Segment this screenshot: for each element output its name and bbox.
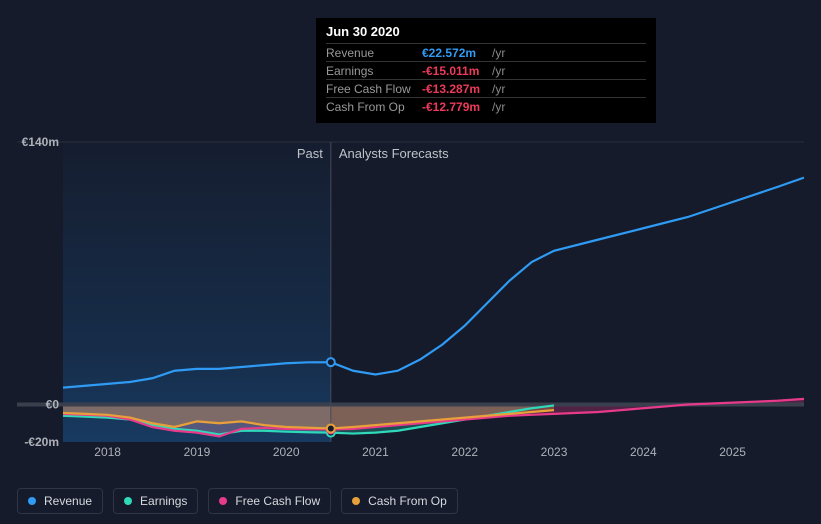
- tooltip-metric-label: Revenue: [326, 46, 422, 60]
- tooltip-unit: /yr: [492, 100, 505, 114]
- tooltip-unit: /yr: [492, 46, 505, 60]
- legend-dot: [28, 497, 36, 505]
- x-axis-tick: 2020: [273, 445, 300, 459]
- legend-item[interactable]: Revenue: [17, 488, 103, 514]
- y-axis-tick: €140m: [22, 135, 59, 149]
- tooltip-metric-label: Free Cash Flow: [326, 82, 422, 96]
- x-axis-tick: 2022: [451, 445, 478, 459]
- legend-dot: [352, 497, 360, 505]
- x-axis-tick: 2023: [541, 445, 568, 459]
- x-axis-tick: 2025: [719, 445, 746, 459]
- y-axis-tick: -€20m: [24, 435, 59, 449]
- legend-label: Cash From Op: [368, 494, 447, 508]
- forecast-label: Analysts Forecasts: [339, 146, 449, 161]
- tooltip-metric-value: €22.572m: [422, 46, 490, 60]
- legend-item[interactable]: Earnings: [113, 488, 198, 514]
- past-region: [63, 142, 331, 442]
- x-axis-tick: 2024: [630, 445, 657, 459]
- chart-legend: Revenue Earnings Free Cash Flow Cash From O…: [17, 488, 458, 514]
- tooltip-row: Cash From Op-€12.779m/yr: [326, 97, 646, 115]
- tooltip-unit: /yr: [492, 64, 505, 78]
- tooltip-metric-value: -€15.011m: [422, 64, 490, 78]
- tooltip-unit: /yr: [492, 82, 505, 96]
- legend-dot: [124, 497, 132, 505]
- tooltip-metric-value: -€13.287m: [422, 82, 490, 96]
- tooltip-metric-label: Earnings: [326, 64, 422, 78]
- tooltip-row: Earnings-€15.011m/yr: [326, 61, 646, 79]
- x-axis-tick: 2019: [184, 445, 211, 459]
- legend-item[interactable]: Free Cash Flow: [208, 488, 331, 514]
- legend-label: Free Cash Flow: [235, 494, 320, 508]
- tooltip-metric-label: Cash From Op: [326, 100, 422, 114]
- x-axis-tick: 2018: [94, 445, 121, 459]
- series-marker: [327, 424, 335, 432]
- tooltip-row: Revenue€22.572m/yr: [326, 43, 646, 61]
- x-axis-tick: 2021: [362, 445, 389, 459]
- legend-dot: [219, 497, 227, 505]
- financials-chart[interactable]: Past Analysts Forecasts €140m €0 -€20m 2018 20…: [17, 120, 804, 482]
- past-label: Past: [297, 146, 323, 161]
- legend-label: Earnings: [140, 494, 187, 508]
- tooltip-row: Free Cash Flow-€13.287m/yr: [326, 79, 646, 97]
- tooltip-metric-value: -€12.779m: [422, 100, 490, 114]
- chart-tooltip: Jun 30 2020 Revenue€22.572m/yrEarnings-€…: [316, 18, 656, 123]
- legend-label: Revenue: [44, 494, 92, 508]
- y-axis-tick: €0: [46, 398, 60, 412]
- legend-item[interactable]: Cash From Op: [341, 488, 458, 514]
- tooltip-date: Jun 30 2020: [326, 24, 646, 43]
- series-marker: [327, 358, 335, 366]
